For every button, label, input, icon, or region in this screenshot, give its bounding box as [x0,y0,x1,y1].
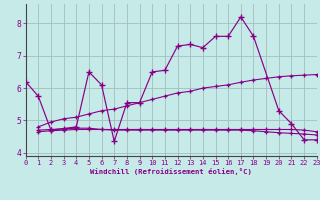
X-axis label: Windchill (Refroidissement éolien,°C): Windchill (Refroidissement éolien,°C) [90,168,252,175]
